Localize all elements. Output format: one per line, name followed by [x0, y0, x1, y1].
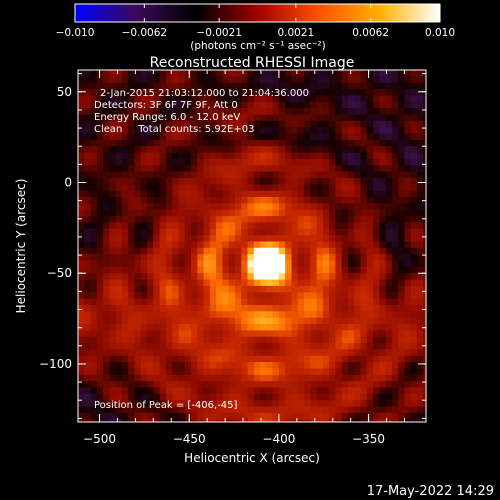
- colorbar-tick-label: 0.0021: [277, 27, 314, 39]
- x-tick-label: −350: [352, 432, 385, 446]
- x-tick-label: −500: [83, 432, 116, 446]
- colorbar: [74, 3, 441, 23]
- colorbar-tick-label: −0.010: [56, 27, 95, 39]
- axis-ticks: −500 −450 −400 −350 50 0 −50 −100: [39, 70, 426, 446]
- x-axis-label: Heliocentric X (arcsec): [184, 451, 320, 465]
- colorbar-tick-label: 0.0062: [352, 27, 389, 39]
- heatmap-image: [78, 70, 426, 422]
- annotation-counts: Clean Total counts: 5.92E+03: [94, 124, 254, 135]
- y-tick-label: 50: [57, 85, 72, 99]
- colorbar-tick-label: −0.0062: [122, 27, 168, 39]
- peak-position-label: Position of Peak = [-406,-45]: [94, 400, 238, 411]
- y-tick-label: 0: [64, 175, 72, 189]
- y-tick-label: −100: [39, 357, 72, 371]
- colorbar-ticks: −0.010 −0.0062 −0.0021 0.0021 0.0062 0.010: [56, 4, 455, 39]
- plot-frame: [77, 69, 427, 423]
- footer-timestamp: 17-May-2022 14:29: [367, 484, 494, 499]
- annotation-detectors: Detectors: 3F 6F 7F 9F, Att 0: [94, 100, 238, 111]
- y-axis-label: Heliocentric Y (arcsec): [14, 179, 28, 314]
- annotation-energy-range: Energy Range: 6.0 - 12.0 keV: [94, 112, 240, 123]
- colorbar-tick-label: −0.0021: [196, 27, 242, 39]
- x-tick-label: −400: [262, 432, 295, 446]
- annotation-time-range: 2-Jan-2015 21:03:12.000 to 21:04:36.000: [100, 88, 309, 99]
- colorbar-tick-label: 0.010: [425, 27, 455, 39]
- chart-title: Reconstructed RHESSI Image: [150, 55, 355, 71]
- x-tick-label: −450: [173, 432, 206, 446]
- y-tick-label: −50: [47, 266, 72, 280]
- colorbar-unit-label: (photons cm⁻² s⁻¹ asec⁻²): [190, 40, 325, 52]
